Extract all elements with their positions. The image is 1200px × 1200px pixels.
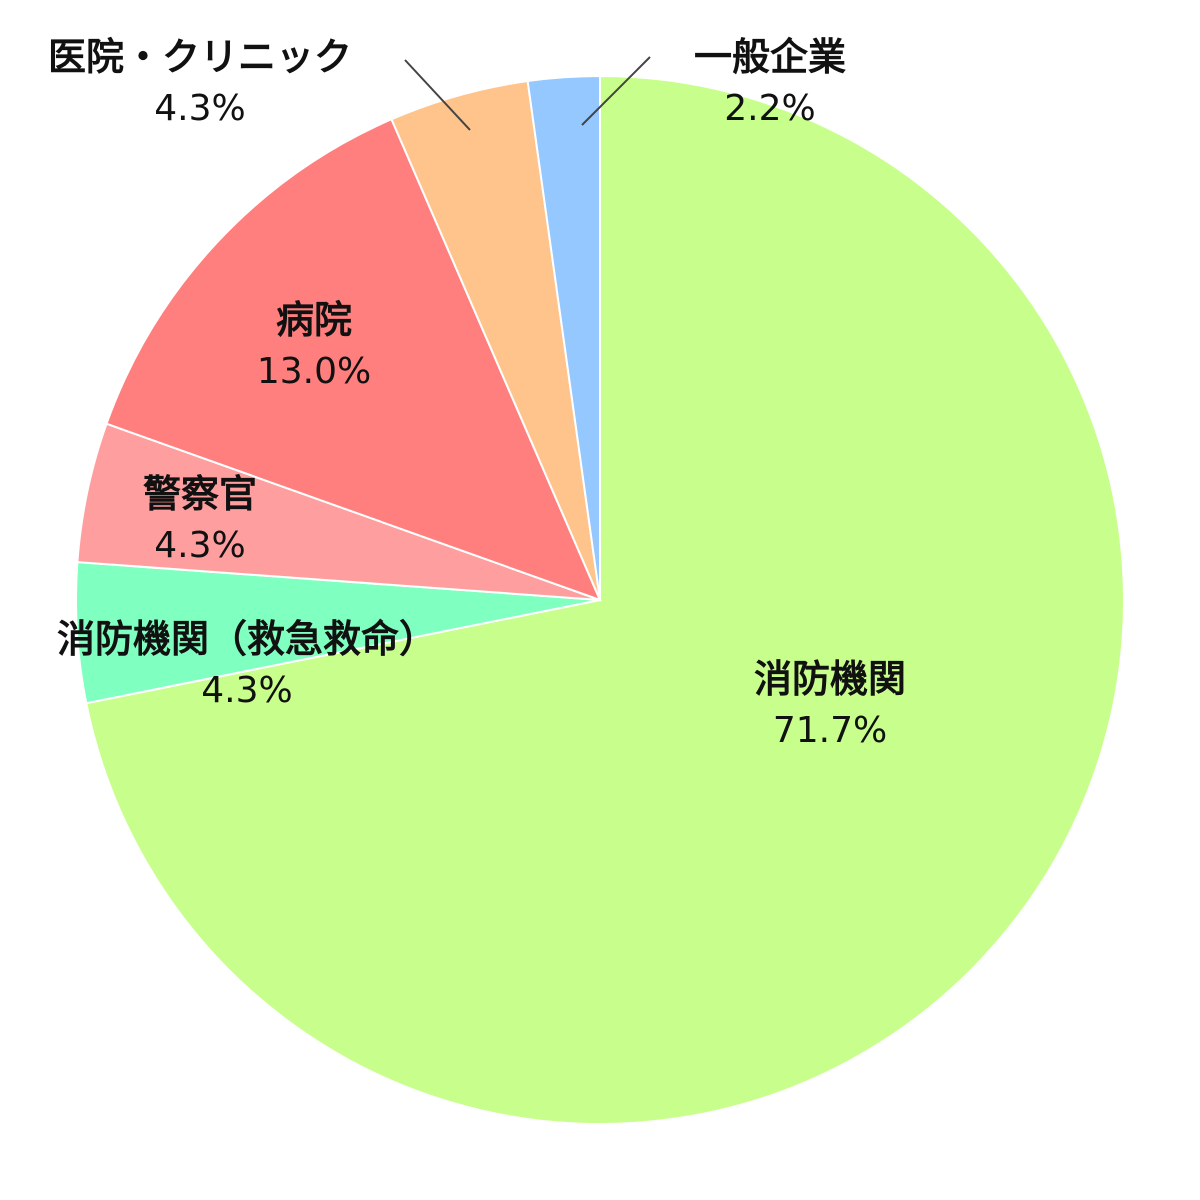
slice-percent-label: 4.3%: [154, 88, 245, 129]
slice-percent-label: 2.2%: [724, 88, 815, 129]
leader-line: [581, 56, 651, 126]
pie-slice: [526, 74, 601, 601]
slice-label: 病院: [276, 298, 352, 342]
leader-lines: [404, 56, 651, 131]
slice-label: 消防機関: [754, 657, 906, 701]
slice-label: 一般企業: [694, 35, 846, 79]
leader-line: [404, 59, 471, 131]
slice-label: 消防機関（救急救命）: [57, 617, 437, 661]
slice-percent-label: 4.3%: [154, 525, 245, 566]
pie-slices: [75, 74, 1125, 1125]
slice-percent-label: 71.7%: [773, 710, 887, 751]
slice-label: 医院・クリニック: [48, 35, 352, 79]
pie-slice: [85, 74, 1125, 1125]
slice-percent-label: 13.0%: [257, 351, 371, 392]
pie-slice: [105, 117, 602, 602]
slice-label: 警察官: [143, 472, 257, 516]
slice-labels: 消防機関 71.7% 消防機関（救急救命） 4.3% 警察官 4.3% 病院 13.0% 医院・…: [48, 35, 906, 751]
slice-percent-label: 4.3%: [201, 670, 292, 711]
